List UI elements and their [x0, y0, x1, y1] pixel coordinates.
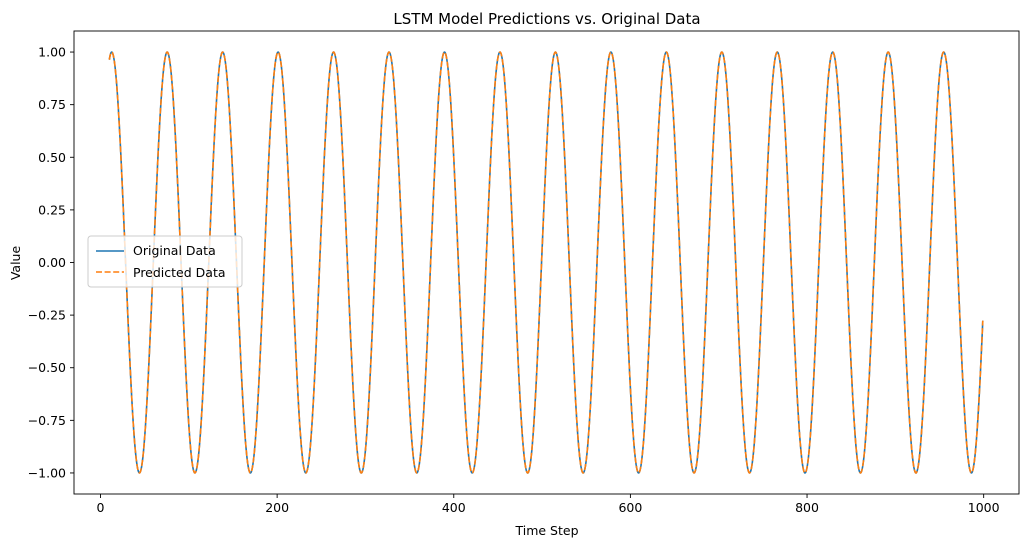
- y-tick-label: −1.00: [28, 465, 66, 480]
- y-tick-label: 0.00: [38, 255, 66, 270]
- y-tick-label: −0.75: [28, 413, 66, 428]
- x-axis-ticks: 0 200 400 600 800 1000: [97, 494, 1000, 515]
- chart-title: LSTM Model Predictions vs. Original Data: [393, 10, 700, 28]
- y-tick-label: 0.25: [38, 202, 66, 217]
- x-tick-label: 400: [442, 500, 466, 515]
- x-tick-label: 1000: [968, 500, 1000, 515]
- y-tick-label: −0.25: [28, 308, 66, 323]
- legend-box: [87, 235, 243, 288]
- x-axis-label: Time Step: [514, 523, 578, 538]
- legend-label-predicted: Predicted Data: [133, 265, 226, 280]
- legend-label-original: Original Data: [133, 243, 216, 258]
- x-tick-label: 200: [265, 500, 289, 515]
- y-tick-label: 0.50: [38, 150, 66, 165]
- series-line-predicted: [108, 51, 984, 474]
- y-axis-label: Value: [8, 246, 23, 281]
- y-tick-label: 0.75: [38, 97, 66, 112]
- y-tick-label: −0.50: [28, 360, 66, 375]
- legend: Original Data Predicted Data: [87, 235, 243, 288]
- x-tick-label: 600: [618, 500, 642, 515]
- plot-lines: [108, 51, 984, 474]
- y-tick-label: 1.00: [38, 45, 66, 60]
- y-axis-ticks: 1.00 0.75 0.50 0.25 0.00 −0.25 −0.50 −0.75 −1.00: [28, 45, 74, 480]
- x-tick-label: 800: [795, 500, 819, 515]
- x-tick-label: 0: [97, 500, 105, 515]
